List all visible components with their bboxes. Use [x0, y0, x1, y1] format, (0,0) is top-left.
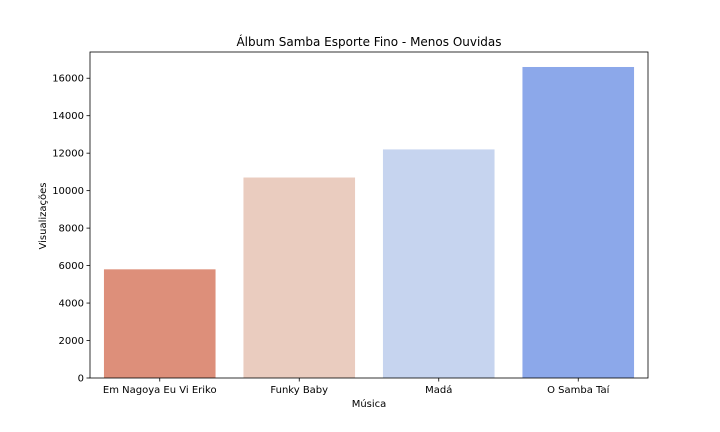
y-tick-label: 6000	[59, 261, 84, 272]
chart-title: Álbum Samba Esporte Fino - Menos Ouvidas	[236, 34, 501, 49]
y-tick-label: 12000	[52, 149, 84, 160]
y-tick-label: 16000	[52, 74, 84, 85]
x-tick-label: Madá	[425, 384, 452, 396]
y-axis: 0 2000 4000 6000 8000 10000 12000 14000 16000	[52, 74, 90, 385]
plot-frame	[89, 51, 649, 379]
bars-group	[103, 66, 635, 379]
y-tick-label: 2000	[59, 336, 84, 347]
y-tick-label: 14000	[52, 111, 84, 122]
bar-1	[243, 177, 356, 378]
y-tick-label: 10000	[52, 186, 84, 197]
y-axis-label: Visualizações	[38, 183, 49, 250]
x-tick-label: O Samba Taí	[547, 384, 611, 396]
y-tick-label: 0	[78, 374, 84, 385]
y-tick-label: 8000	[59, 224, 84, 235]
bar-2	[382, 149, 495, 378]
y-tick-label: 4000	[59, 299, 84, 310]
x-axis: Em Nagoya Eu Vi Eriko Funky Baby Madá O Sam…	[103, 378, 611, 396]
x-tick-label: Funky Baby	[270, 385, 328, 396]
bar-0	[103, 269, 216, 378]
x-axis-label: Música	[352, 398, 387, 410]
bar-3	[522, 66, 635, 379]
x-tick-label: Em Nagoya Eu Vi Eriko	[103, 385, 217, 396]
